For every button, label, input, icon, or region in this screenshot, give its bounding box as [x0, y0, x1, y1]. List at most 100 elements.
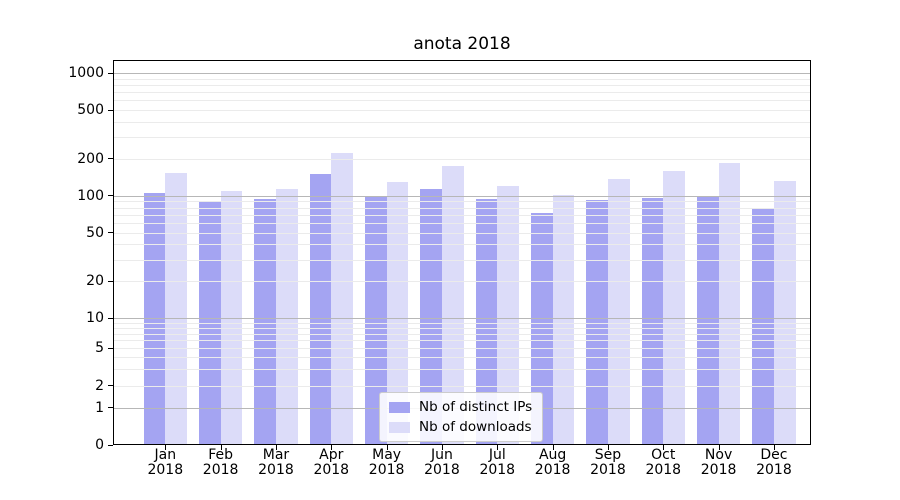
minor-gridline	[113, 340, 811, 342]
minor-gridline	[113, 322, 811, 324]
y-tick-label-2: 2	[95, 377, 104, 394]
bar-ips-oct	[641, 197, 664, 445]
x-tick-mark	[607, 445, 609, 450]
y-tick-mark	[108, 385, 113, 387]
x-tick-label-line: 2018	[202, 462, 239, 478]
x-tick-label-dec: Dec 2018	[739, 448, 809, 478]
y-tick-mark	[108, 72, 113, 74]
x-tick-label-line: Mar	[262, 447, 290, 463]
x-tick-label-line: 2018	[479, 462, 516, 478]
minor-gridline	[113, 333, 811, 335]
minor-gridline	[113, 214, 811, 216]
x-tick-label-aug: Aug 2018	[518, 448, 588, 478]
x-tick-label-oct: Oct 2018	[628, 448, 698, 478]
x-tick-label-mar: Mar 2018	[241, 448, 311, 478]
bar-downloads-nov	[718, 162, 741, 445]
x-tick-label-line: 2018	[756, 462, 792, 478]
minor-gridline	[113, 92, 811, 94]
x-tick-mark	[773, 445, 775, 450]
y-tick-label-1000: 1000	[68, 65, 104, 82]
minor-gridline	[113, 207, 811, 209]
minor-gridline	[113, 222, 811, 224]
bar-ips-apr	[309, 174, 332, 445]
y-tick-label-500: 500	[77, 102, 104, 119]
legend-swatch-downloads	[389, 421, 410, 433]
x-tick-label-line: Apr	[319, 447, 344, 463]
y-tick-mark	[108, 109, 113, 111]
x-tick-label-line: 2018	[147, 462, 184, 478]
minor-gridline	[113, 369, 811, 371]
legend-item-downloads: Nb of downloads	[389, 419, 532, 435]
x-tick-label-line: Jul	[488, 447, 506, 463]
minor-gridline	[113, 259, 811, 261]
minor-gridline	[113, 385, 811, 387]
y-tick-mark	[108, 347, 113, 349]
minor-gridline	[113, 201, 811, 203]
minor-gridline	[113, 137, 811, 139]
y-tick-label-200: 200	[77, 150, 104, 167]
legend: Nb of distinct IPs Nb of downloads	[379, 392, 544, 442]
minor-gridline	[113, 121, 811, 123]
bar-downloads-aug	[552, 194, 575, 445]
y-tick-mark	[108, 317, 113, 319]
x-tick-mark	[552, 445, 554, 450]
minor-gridline	[113, 158, 811, 160]
bar-ips-nov	[697, 195, 719, 445]
x-tick-label-line: Jun	[431, 447, 453, 463]
bar-downloads-apr	[331, 153, 353, 445]
bar-downloads-may	[386, 182, 409, 445]
x-tick-label-apr: Apr 2018	[296, 448, 366, 478]
bar-downloads-feb	[220, 191, 243, 445]
x-tick-label-line: 2018	[368, 462, 405, 478]
y-tick-mark	[108, 195, 113, 197]
x-tick-label-line: 2018	[424, 462, 460, 478]
x-tick-mark	[220, 445, 222, 450]
x-tick-label-line: Nov	[704, 447, 733, 463]
y-tick-mark	[108, 232, 113, 234]
bar-downloads-mar	[275, 188, 298, 445]
major-gridline	[113, 318, 811, 320]
x-tick-mark	[441, 445, 443, 450]
legend-label-distinct-ips: Nb of distinct IPs	[419, 399, 533, 415]
x-tick-label-line: Aug	[538, 447, 567, 463]
x-tick-label-may: May 2018	[352, 448, 422, 478]
x-tick-mark	[165, 445, 167, 450]
y-tick-label-10: 10	[86, 310, 104, 327]
x-tick-label-line: 2018	[645, 462, 682, 478]
minor-gridline	[113, 100, 811, 102]
x-tick-mark	[718, 445, 720, 450]
bar-ips-may	[365, 196, 387, 445]
x-tick-label-line: 2018	[313, 462, 350, 478]
x-tick-label-line: May	[372, 447, 402, 463]
legend-label-downloads: Nb of downloads	[419, 419, 532, 435]
y-tick-mark	[108, 280, 113, 282]
x-tick-label-line: Oct	[651, 447, 676, 463]
minor-gridline	[113, 244, 811, 246]
x-tick-mark	[663, 445, 665, 450]
bar-downloads-dec	[773, 180, 796, 445]
major-gridline	[113, 73, 811, 75]
bar-downloads-jan	[165, 173, 187, 445]
y-tick-mark	[108, 158, 113, 160]
bar-ips-jun	[420, 189, 442, 445]
y-tick-mark	[108, 444, 113, 446]
bar-downloads-oct	[663, 171, 685, 445]
x-tick-label-jan: Jan 2018	[130, 448, 200, 478]
x-tick-mark	[497, 445, 499, 450]
x-tick-mark	[331, 445, 333, 450]
minor-gridline	[113, 348, 811, 350]
x-tick-label-jul: Jul 2018	[462, 448, 532, 478]
minor-gridline	[113, 110, 811, 112]
y-tick-label-5: 5	[95, 340, 104, 357]
y-tick-label-50: 50	[86, 224, 104, 241]
x-tick-label-line: 2018	[590, 462, 626, 478]
x-tick-label-feb: Feb 2018	[186, 448, 256, 478]
x-tick-label-line: Jan	[154, 447, 177, 463]
bar-downloads-jul	[497, 185, 519, 445]
legend-item-distinct-ips: Nb of distinct IPs	[389, 399, 532, 415]
x-tick-label-line: Feb	[208, 447, 234, 463]
x-tick-label-sep: Sep 2018	[573, 448, 643, 478]
x-tick-label-line: Dec	[760, 447, 788, 463]
y-tick-label-1: 1	[95, 399, 104, 416]
